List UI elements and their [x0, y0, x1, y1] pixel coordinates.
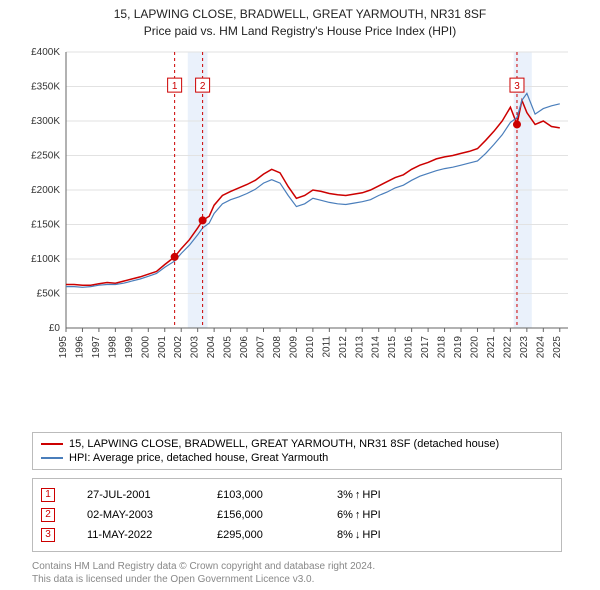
svg-text:£350K: £350K [31, 82, 60, 93]
svg-text:£200K: £200K [31, 185, 60, 196]
event-date: 02-MAY-2003 [87, 509, 217, 521]
price-chart: £0 £50K £100K £150K £200K £250K £300K £350K £400… [0, 44, 600, 424]
event-date: 11-MAY-2022 [87, 529, 217, 541]
event-row: 1 27-JUL-2001£103,0003% HPI [41, 485, 553, 505]
svg-text:2015: 2015 [387, 336, 398, 359]
svg-text:2020: 2020 [469, 336, 480, 359]
svg-text:2021: 2021 [486, 336, 497, 359]
chart-legend: 15, LAPWING CLOSE, BRADWELL, GREAT YARMO… [32, 432, 562, 470]
footer-line-2: This data is licensed under the Open Gov… [32, 573, 375, 586]
svg-text:1998: 1998 [107, 336, 118, 359]
arrow-up-icon [355, 489, 361, 501]
title-line-1: 15, LAPWING CLOSE, BRADWELL, GREAT YARMO… [0, 6, 600, 23]
svg-text:1996: 1996 [74, 336, 85, 359]
legend-swatch [41, 457, 63, 459]
svg-text:2: 2 [200, 81, 206, 92]
svg-text:2025: 2025 [552, 336, 563, 359]
svg-text:2023: 2023 [519, 336, 530, 359]
svg-text:£0: £0 [49, 323, 61, 334]
svg-text:2000: 2000 [140, 336, 151, 359]
svg-text:3: 3 [514, 81, 520, 92]
footer-attribution: Contains HM Land Registry data © Crown c… [32, 560, 375, 586]
svg-text:£100K: £100K [31, 254, 60, 265]
svg-text:2003: 2003 [190, 336, 201, 359]
svg-text:2004: 2004 [206, 336, 217, 359]
event-delta: 6% HPI [337, 509, 407, 521]
event-marker: 2 [41, 508, 55, 522]
svg-text:2011: 2011 [321, 336, 332, 358]
svg-text:1: 1 [172, 81, 178, 92]
svg-text:2018: 2018 [437, 336, 448, 359]
events-table: 1 27-JUL-2001£103,0003% HPI 2 02-MAY-2003£1… [32, 478, 562, 552]
svg-text:2022: 2022 [502, 336, 513, 359]
event-price: £156,000 [217, 509, 337, 521]
svg-text:2007: 2007 [256, 336, 267, 359]
event-row: 2 02-MAY-2003£156,0006% HPI [41, 505, 553, 525]
footer-line-1: Contains HM Land Registry data © Crown c… [32, 560, 375, 573]
svg-text:£300K: £300K [31, 116, 60, 127]
event-date: 27-JUL-2001 [87, 489, 217, 501]
svg-text:£250K: £250K [31, 151, 60, 162]
svg-text:1995: 1995 [58, 336, 69, 359]
svg-text:2009: 2009 [288, 336, 299, 359]
legend-label: HPI: Average price, detached house, Grea… [69, 452, 328, 464]
event-price: £103,000 [217, 489, 337, 501]
title-line-2: Price paid vs. HM Land Registry's House … [0, 23, 600, 40]
legend-item: 15, LAPWING CLOSE, BRADWELL, GREAT YARMO… [41, 437, 553, 451]
event-marker: 3 [41, 528, 55, 542]
svg-text:2006: 2006 [239, 336, 250, 359]
svg-text:2019: 2019 [453, 336, 464, 359]
svg-text:£150K: £150K [31, 220, 60, 231]
legend-label: 15, LAPWING CLOSE, BRADWELL, GREAT YARMO… [69, 438, 499, 450]
svg-text:2001: 2001 [157, 336, 168, 359]
svg-text:1999: 1999 [124, 336, 135, 359]
svg-text:2012: 2012 [338, 336, 349, 359]
svg-text:2010: 2010 [305, 336, 316, 359]
event-marker: 1 [41, 488, 55, 502]
arrow-down-icon [355, 529, 361, 541]
event-price: £295,000 [217, 529, 337, 541]
svg-text:2005: 2005 [223, 336, 234, 359]
event-delta: 8% HPI [337, 529, 407, 541]
arrow-up-icon [355, 509, 361, 521]
svg-text:2024: 2024 [535, 336, 546, 359]
event-row: 3 11-MAY-2022£295,0008% HPI [41, 525, 553, 545]
legend-item: HPI: Average price, detached house, Grea… [41, 451, 553, 465]
svg-text:2014: 2014 [371, 336, 382, 359]
chart-title: 15, LAPWING CLOSE, BRADWELL, GREAT YARMO… [0, 0, 600, 40]
svg-text:2017: 2017 [420, 336, 431, 359]
svg-text:£50K: £50K [37, 289, 61, 300]
svg-text:2002: 2002 [173, 336, 184, 359]
svg-text:2013: 2013 [354, 336, 365, 359]
event-delta: 3% HPI [337, 489, 407, 501]
svg-text:1997: 1997 [91, 336, 102, 359]
svg-text:£400K: £400K [31, 47, 60, 58]
svg-text:2016: 2016 [404, 336, 415, 359]
legend-swatch [41, 443, 63, 445]
svg-text:2008: 2008 [272, 336, 283, 359]
